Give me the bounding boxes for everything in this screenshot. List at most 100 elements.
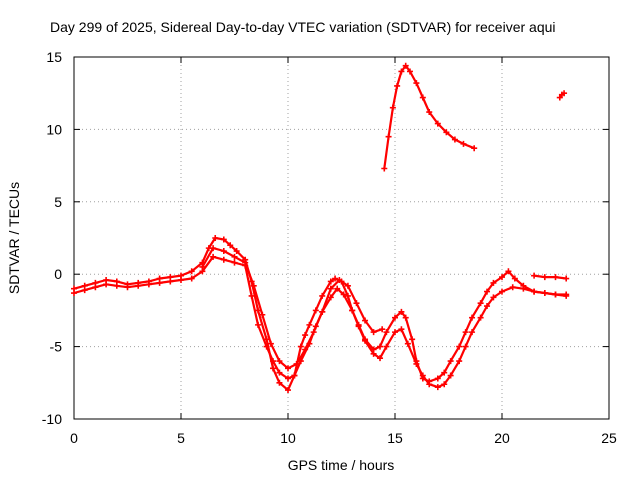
data-point	[381, 165, 388, 172]
data-point	[297, 343, 304, 350]
data-point	[188, 275, 195, 282]
data-point	[113, 282, 120, 289]
data-point	[270, 358, 277, 365]
data-point	[561, 90, 568, 97]
y-tick-label: -10	[42, 411, 62, 427]
data-point	[419, 94, 426, 101]
plot-frame	[73, 56, 610, 420]
data-point	[490, 279, 497, 286]
data-point	[441, 381, 448, 388]
data-point	[377, 355, 384, 362]
data-point	[188, 268, 195, 275]
data-point	[353, 300, 360, 307]
data-point	[344, 282, 351, 289]
data-point	[499, 288, 505, 295]
y-axis-label: SDTVAR / TECUs	[6, 182, 22, 294]
data-point	[270, 365, 277, 372]
x-tick-label: 20	[494, 430, 510, 446]
data-point	[406, 68, 413, 75]
data-point	[355, 323, 362, 330]
data-point	[541, 274, 548, 281]
data-point	[370, 329, 377, 336]
data-point	[178, 276, 184, 283]
data-point	[563, 275, 570, 282]
data-point	[541, 290, 548, 297]
data-point	[327, 294, 334, 301]
data-point	[231, 259, 238, 266]
y-tick-label: -5	[50, 339, 63, 355]
data-point	[344, 292, 351, 299]
data-point	[471, 145, 478, 152]
data-point	[319, 308, 326, 315]
data-point	[336, 276, 343, 283]
x-tick-label: 0	[70, 430, 78, 446]
data-point	[212, 235, 219, 241]
data-point	[389, 104, 396, 111]
data-point	[509, 284, 516, 291]
data-point	[462, 329, 469, 336]
data-point	[434, 375, 441, 382]
data-point	[402, 62, 409, 69]
data-point	[220, 236, 227, 243]
data-point	[349, 307, 356, 314]
data-point	[248, 292, 255, 299]
data-point	[379, 326, 386, 333]
series-track-f	[531, 272, 570, 282]
data-point	[490, 294, 497, 301]
x-tick-label: 10	[280, 430, 296, 446]
data-point	[456, 343, 463, 350]
chart-title: Day 299 of 2025, Sidereal Day-to-day VTE…	[50, 19, 556, 35]
data-point	[451, 136, 458, 143]
data-point	[552, 274, 559, 281]
y-tick-label: 15	[46, 49, 62, 65]
data-point	[210, 245, 217, 252]
x-axis-label: GPS time / hours	[288, 457, 395, 473]
data-point	[220, 248, 227, 255]
data-point	[413, 360, 420, 367]
data-point	[302, 332, 309, 339]
data-point	[362, 317, 369, 324]
data-point	[285, 387, 291, 394]
data-point	[231, 253, 238, 260]
data-point	[291, 372, 298, 379]
data-point	[327, 278, 334, 285]
data-point	[285, 375, 291, 382]
data-point	[419, 372, 426, 379]
data-point	[377, 343, 384, 350]
data-point	[477, 314, 484, 321]
data-point	[267, 340, 274, 347]
data-point	[394, 82, 401, 89]
data-point	[156, 279, 163, 286]
data-point	[327, 285, 334, 292]
x-tick-label: 15	[387, 430, 403, 446]
data-point	[310, 329, 317, 336]
data-point	[276, 358, 283, 365]
data-point	[477, 300, 484, 307]
data-point	[460, 140, 467, 147]
data-point	[293, 360, 300, 367]
data-point	[398, 68, 405, 75]
data-point	[531, 272, 538, 279]
data-point	[434, 120, 441, 127]
data-point	[263, 343, 270, 350]
data-point	[441, 369, 448, 376]
data-point	[563, 291, 570, 298]
data-point	[276, 369, 283, 376]
data-point	[499, 274, 505, 281]
data-point	[306, 321, 313, 328]
data-point	[456, 358, 463, 365]
data-point	[398, 326, 405, 333]
data-point	[71, 290, 77, 297]
data-point	[233, 248, 240, 255]
data-point	[484, 288, 491, 295]
x-tick-label: 25	[601, 430, 617, 446]
data-point	[398, 308, 405, 315]
series-trace	[532, 274, 568, 280]
x-tick-label: 5	[177, 430, 185, 446]
data-point	[259, 311, 266, 318]
axis-ticks: 0 5 10 15 20 25 -10 -5 0 5 10 15	[42, 49, 617, 446]
data-point	[469, 329, 476, 336]
data-point	[334, 285, 341, 292]
series-trace	[72, 255, 568, 389]
